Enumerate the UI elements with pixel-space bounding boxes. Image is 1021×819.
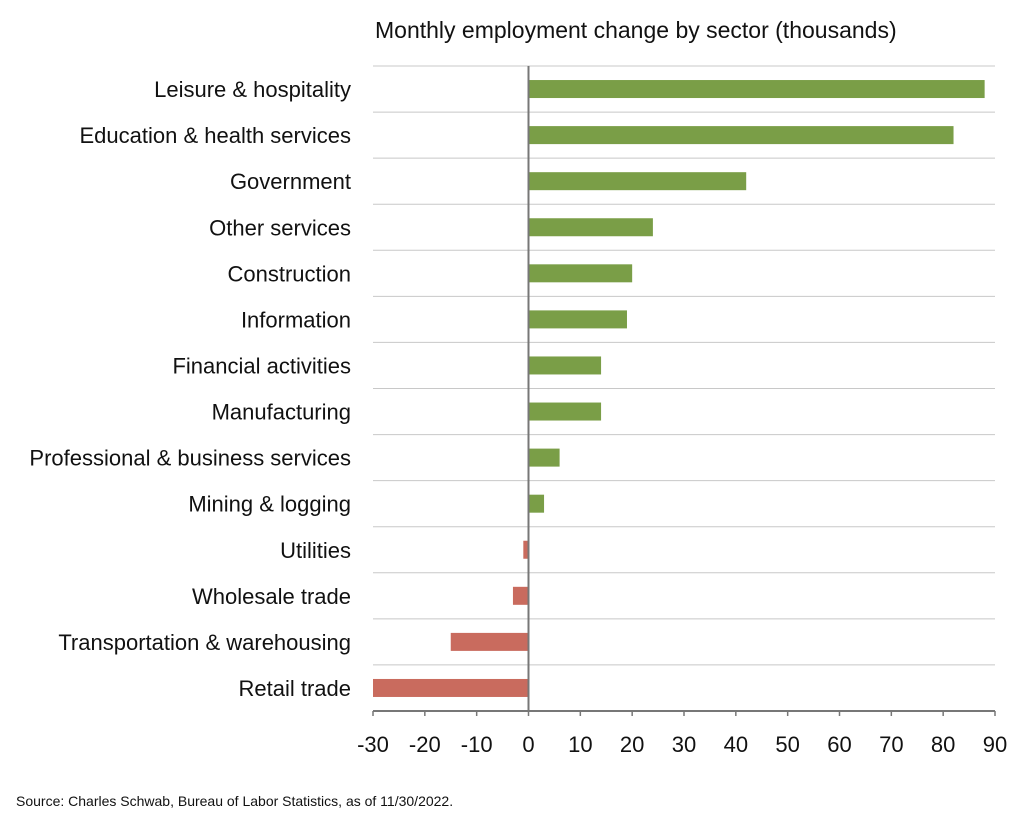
source-note: Source: Charles Schwab, Bureau of Labor … (16, 793, 454, 809)
bar (528, 310, 627, 329)
bar (373, 678, 529, 697)
category-labels: Leisure & hospitality Education & health … (29, 77, 351, 701)
x-tick-label: 70 (879, 732, 903, 757)
x-tick-label: 40 (724, 732, 748, 757)
x-tick-label: 50 (775, 732, 799, 757)
category-label: Transportation & warehousing (58, 630, 351, 655)
bar (528, 402, 602, 421)
x-tick-label: -30 (357, 732, 389, 757)
x-tick-label: 10 (568, 732, 592, 757)
bar (512, 586, 529, 605)
category-label: Information (241, 307, 351, 332)
grid-lines (373, 65, 995, 666)
bar (523, 540, 529, 559)
category-label: Mining & logging (188, 492, 351, 517)
category-label: Financial activities (172, 353, 351, 378)
bars (373, 80, 985, 697)
category-label: Wholesale trade (192, 584, 351, 609)
x-tick-label: -20 (409, 732, 441, 757)
x-tick-label: 20 (620, 732, 644, 757)
bar (528, 264, 633, 283)
bar (450, 632, 529, 651)
bar (528, 494, 545, 513)
bar (528, 126, 954, 145)
x-tick-label: -10 (461, 732, 493, 757)
category-label: Education & health services (80, 123, 352, 148)
category-label: Manufacturing (212, 400, 351, 425)
category-label: Utilities (280, 538, 351, 563)
category-label: Leisure & hospitality (154, 77, 351, 102)
x-tick-label: 80 (931, 732, 955, 757)
bar (528, 172, 747, 191)
x-tick-label: 0 (522, 732, 534, 757)
category-label: Construction (227, 261, 351, 286)
x-tick-labels: -30 -20 -10 0 10 20 30 40 50 60 70 80 90 (357, 732, 1007, 757)
bar (528, 80, 985, 99)
x-tick-label: 30 (672, 732, 696, 757)
x-tick-label: 60 (827, 732, 851, 757)
category-label: Professional & business services (29, 446, 351, 471)
bar (528, 218, 653, 237)
category-label: Other services (209, 215, 351, 240)
category-label: Government (230, 169, 351, 194)
bar (528, 356, 602, 375)
x-tick-label: 90 (983, 732, 1007, 757)
bar (528, 448, 560, 467)
category-label: Retail trade (238, 676, 351, 701)
chart-title: Monthly employment change by sector (tho… (375, 17, 897, 43)
axes (372, 66, 996, 716)
